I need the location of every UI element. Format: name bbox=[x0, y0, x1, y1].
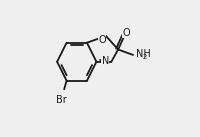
Text: O: O bbox=[98, 35, 105, 45]
Text: N: N bbox=[101, 56, 108, 66]
Text: NH: NH bbox=[136, 49, 150, 59]
Text: O: O bbox=[122, 28, 130, 38]
Text: Br: Br bbox=[56, 95, 66, 105]
Text: 2: 2 bbox=[142, 54, 146, 60]
